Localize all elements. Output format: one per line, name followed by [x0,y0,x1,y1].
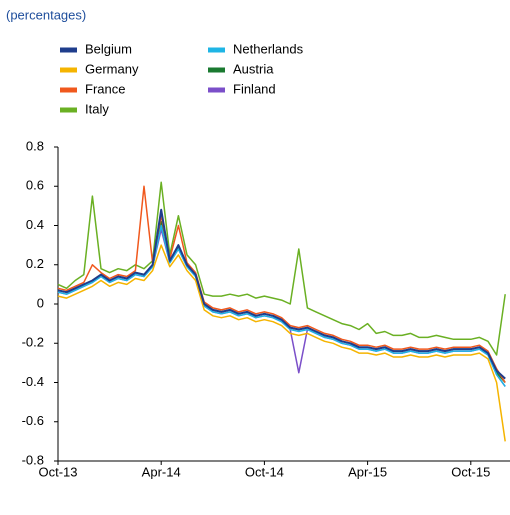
x-tick-label: Oct-13 [38,464,77,479]
series-line [57,208,506,380]
legend-swatch [60,87,77,93]
legend-swatch [208,67,225,73]
series-line [57,244,506,442]
legend-label: Germany [85,61,139,76]
y-tick-label: 0 [37,295,44,310]
legend-swatch [60,47,77,53]
legend-label: Finland [233,81,276,96]
legend-swatch [60,107,77,113]
legend-label: France [85,81,125,96]
series-line [57,181,506,356]
y-tick-label: -0.2 [22,335,44,350]
y-tick-label: -0.4 [22,374,44,389]
series-line [57,185,506,383]
x-tick-label: Apr-14 [142,464,181,479]
y-tick-label: 0.6 [26,178,44,193]
y-tick-label: 0.8 [26,138,44,153]
y-tick-label: -0.6 [22,413,44,428]
legend-swatch [60,67,77,73]
legend-label: Austria [233,61,274,76]
legend-swatch [208,87,225,93]
series-line [57,224,506,387]
x-tick-label: Apr-15 [348,464,387,479]
series-line [57,228,506,387]
y-tick-label: 0.4 [26,217,44,232]
legend-label: Italy [85,101,109,116]
legend-label: Belgium [85,41,132,56]
y-tick-label: -0.8 [22,452,44,467]
y-tick-label: 0.2 [26,256,44,271]
x-tick-label: Oct-14 [245,464,284,479]
legend-label: Netherlands [233,41,304,56]
x-tick-label: Oct-15 [451,464,490,479]
chart-subtitle: (percentages) [6,7,86,22]
legend-swatch [208,47,225,53]
series-line [57,220,506,383]
